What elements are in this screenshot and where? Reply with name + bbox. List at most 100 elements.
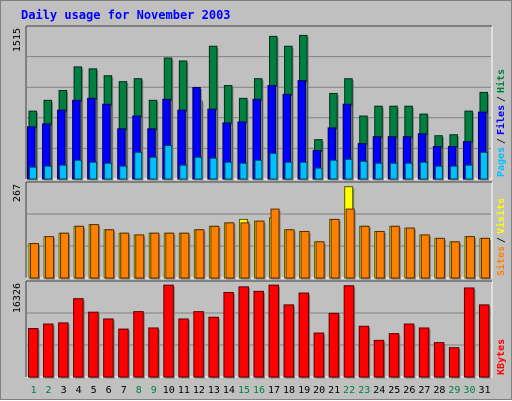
- bar-pages: [344, 158, 354, 181]
- bar-sites: [60, 232, 71, 280]
- x-tick-label: 31: [478, 385, 490, 396]
- bar-kbytes: [373, 339, 386, 379]
- bar-sites: [375, 230, 386, 280]
- bar-kbytes: [103, 318, 115, 379]
- bar-sites: [330, 218, 341, 280]
- bar-sites: [240, 222, 251, 280]
- y-max-label: 1515: [12, 28, 23, 52]
- bar-kbytes: [163, 284, 175, 379]
- bar-kbytes: [463, 287, 476, 379]
- bar-sites: [225, 222, 236, 280]
- bar-sites: [360, 225, 371, 280]
- bar-pages: [299, 161, 309, 181]
- bar-pages: [239, 162, 249, 181]
- bar-sites: [315, 241, 326, 280]
- bar-pages: [44, 165, 54, 181]
- x-tick-label: 23: [358, 385, 370, 396]
- bar-sites: [150, 232, 161, 280]
- y-max-label: 16326: [12, 283, 23, 313]
- bar-sites: [450, 241, 461, 280]
- bar-kbytes: [193, 311, 205, 379]
- bar-pages: [434, 165, 444, 181]
- bar-kbytes: [238, 286, 250, 379]
- bar-pages: [254, 159, 264, 181]
- bar-kbytes: [283, 304, 296, 379]
- x-tick-label: 1: [31, 385, 37, 396]
- bar-kbytes: [73, 298, 85, 379]
- bar-sites: [135, 234, 146, 280]
- bar-kbytes: [118, 328, 130, 379]
- bar-pages: [89, 161, 99, 181]
- bar-pages: [179, 164, 189, 181]
- legend-sites: Sites: [495, 246, 507, 276]
- bar-sites: [420, 234, 431, 280]
- bar-sites: [120, 232, 131, 280]
- bar-sites: [180, 232, 191, 280]
- x-tick-label: 14: [223, 385, 235, 396]
- x-tick-label: 28: [433, 385, 445, 396]
- bar-pages: [224, 161, 234, 181]
- bar-sites: [465, 236, 476, 280]
- bar-pages: [464, 164, 474, 181]
- bar-kbytes: [298, 292, 311, 379]
- bar-kbytes: [433, 342, 446, 379]
- bar-kbytes: [133, 311, 145, 379]
- x-tick-label: 9: [151, 385, 157, 396]
- x-tick-label: 15: [238, 385, 250, 396]
- bar-sites: [105, 229, 116, 280]
- x-tick-label: 18: [283, 385, 295, 396]
- x-tick-label: 2: [46, 385, 52, 396]
- bar-kbytes: [328, 312, 341, 379]
- x-tick-label: 30: [463, 385, 475, 396]
- bar-kbytes: [403, 323, 416, 379]
- x-tick-label: 3: [61, 385, 67, 396]
- bar-pages: [329, 159, 339, 181]
- x-tick-label: 11: [178, 385, 190, 396]
- bar-kbytes: [43, 323, 55, 379]
- bar-sites: [285, 229, 296, 280]
- bar-pages: [119, 165, 129, 181]
- legend-kbytes: KBytes: [496, 339, 507, 375]
- bar-kbytes: [178, 318, 190, 379]
- legend-files: Files: [495, 105, 507, 135]
- chart-panel-3: 16326 KBytes: [12, 280, 507, 379]
- bar-pages: [479, 151, 489, 181]
- bar-kbytes: [313, 332, 326, 379]
- bar-sites: [345, 208, 356, 280]
- x-tick-label: 12: [193, 385, 205, 396]
- bar-sites: [480, 237, 491, 280]
- bar-sites: [390, 225, 401, 280]
- bar-pages: [404, 162, 414, 181]
- x-tick-label: 5: [91, 385, 97, 396]
- bar-pages: [59, 164, 69, 181]
- bar-pages: [449, 165, 459, 181]
- bar-sites: [165, 232, 176, 280]
- bar-kbytes: [358, 325, 371, 379]
- chart-panel-1: 1515 Pages / Files / Hits: [12, 25, 507, 181]
- x-tick-label: 10: [163, 385, 175, 396]
- bar-sites: [255, 220, 266, 280]
- bar-pages: [29, 166, 38, 181]
- chart-title: Daily usage for November 2003: [21, 8, 231, 22]
- bar-pages: [104, 162, 114, 181]
- bar-sites: [195, 229, 206, 280]
- bar-kbytes: [418, 327, 431, 379]
- bar-pages: [209, 157, 219, 181]
- bar-sites: [405, 227, 416, 280]
- bar-kbytes: [148, 327, 160, 379]
- x-tick-label: 21: [328, 385, 340, 396]
- x-tick-label: 26: [403, 385, 415, 396]
- bar-kbytes: [343, 285, 356, 379]
- x-tick-label: 17: [268, 385, 280, 396]
- x-tick-label: 27: [418, 385, 430, 396]
- bar-pages: [359, 160, 369, 181]
- bar-sites: [210, 225, 221, 280]
- bar-sites: [30, 243, 40, 280]
- bar-pages: [284, 161, 294, 181]
- x-tick-label: 8: [136, 385, 142, 396]
- bar-pages: [164, 145, 174, 181]
- bar-sites: [435, 237, 446, 280]
- x-tick-label: 20: [313, 385, 325, 396]
- x-tick-label: 19: [298, 385, 310, 396]
